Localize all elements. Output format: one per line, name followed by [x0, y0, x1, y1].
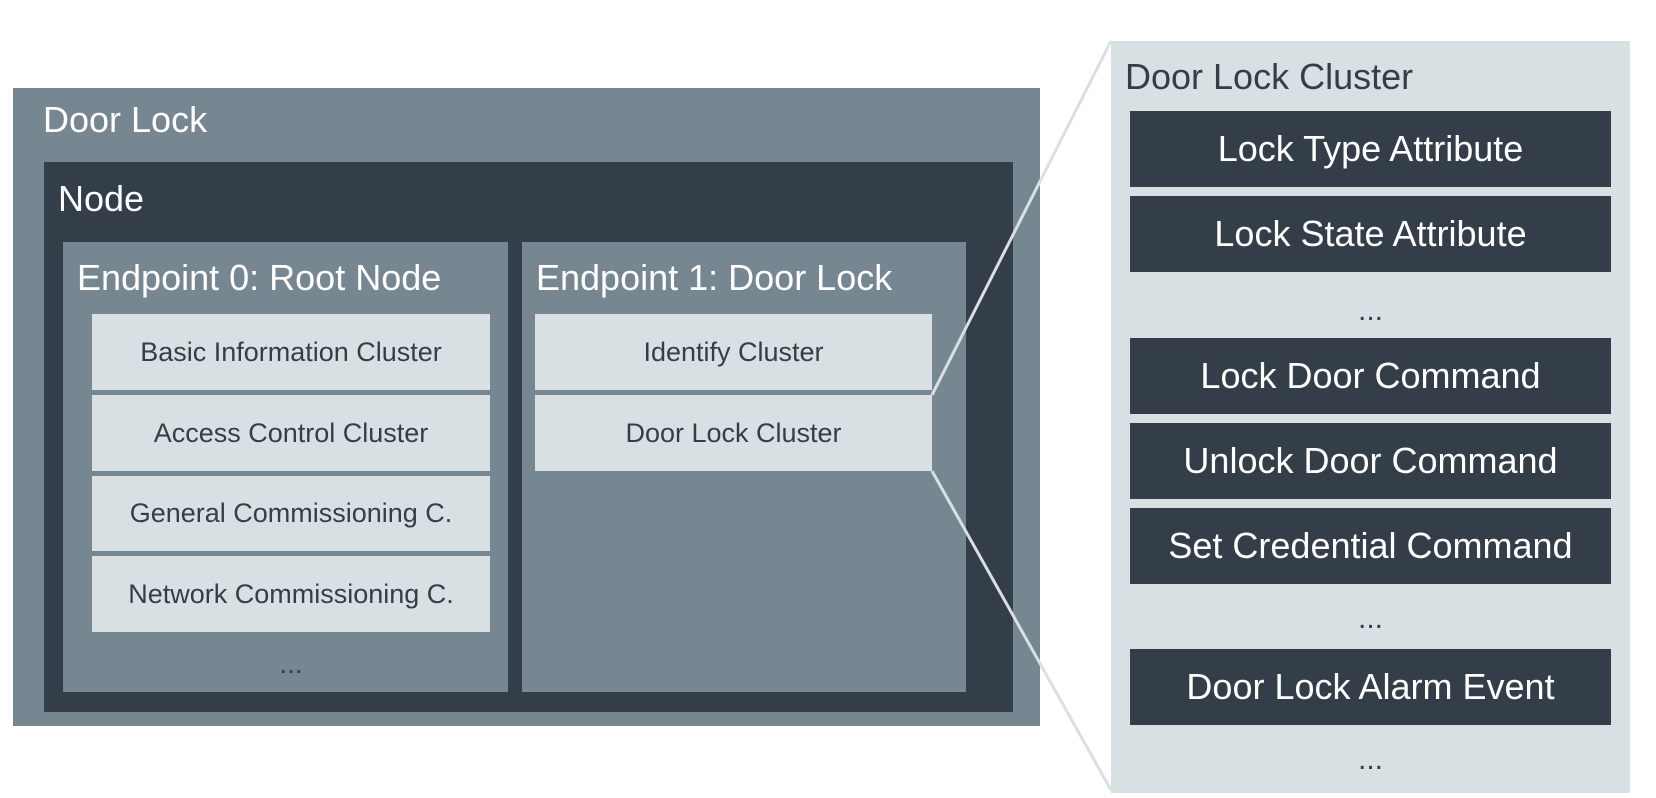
- set-credential-command: Set Credential Command: [1130, 508, 1611, 584]
- lock-state-attribute: Lock State Attribute: [1130, 196, 1611, 272]
- door-lock-alarm-event: Door Lock Alarm Event: [1130, 649, 1611, 725]
- cluster-general-commissioning: General Commissioning C.: [92, 476, 490, 551]
- attributes-more: ...: [1357, 294, 1383, 327]
- endpoint-1-title: Endpoint 1: Door Lock: [536, 257, 893, 298]
- cluster-identify: Identify Cluster: [535, 314, 932, 390]
- lock-type-attribute: Lock Type Attribute: [1130, 111, 1611, 187]
- cluster-access-control: Access Control Cluster: [92, 395, 490, 471]
- cluster-basic-information: Basic Information Cluster: [92, 314, 490, 390]
- lock-door-command: Lock Door Command: [1130, 338, 1611, 414]
- connector-bottom: [930, 470, 1113, 791]
- commands-more: ...: [1357, 602, 1383, 635]
- panel-title: Door Lock Cluster: [1125, 56, 1414, 97]
- events-more: ...: [1357, 743, 1383, 776]
- device-title: Door Lock: [43, 99, 208, 140]
- cluster-network-commissioning: Network Commissioning C.: [92, 556, 490, 632]
- endpoint-0-more: ...: [279, 648, 303, 679]
- unlock-door-command: Unlock Door Command: [1130, 423, 1611, 499]
- cluster-door-lock: Door Lock Cluster: [535, 395, 932, 471]
- node-title: Node: [58, 178, 145, 219]
- endpoint-0-title: Endpoint 0: Root Node: [77, 257, 442, 298]
- connector-top: [930, 40, 1113, 396]
